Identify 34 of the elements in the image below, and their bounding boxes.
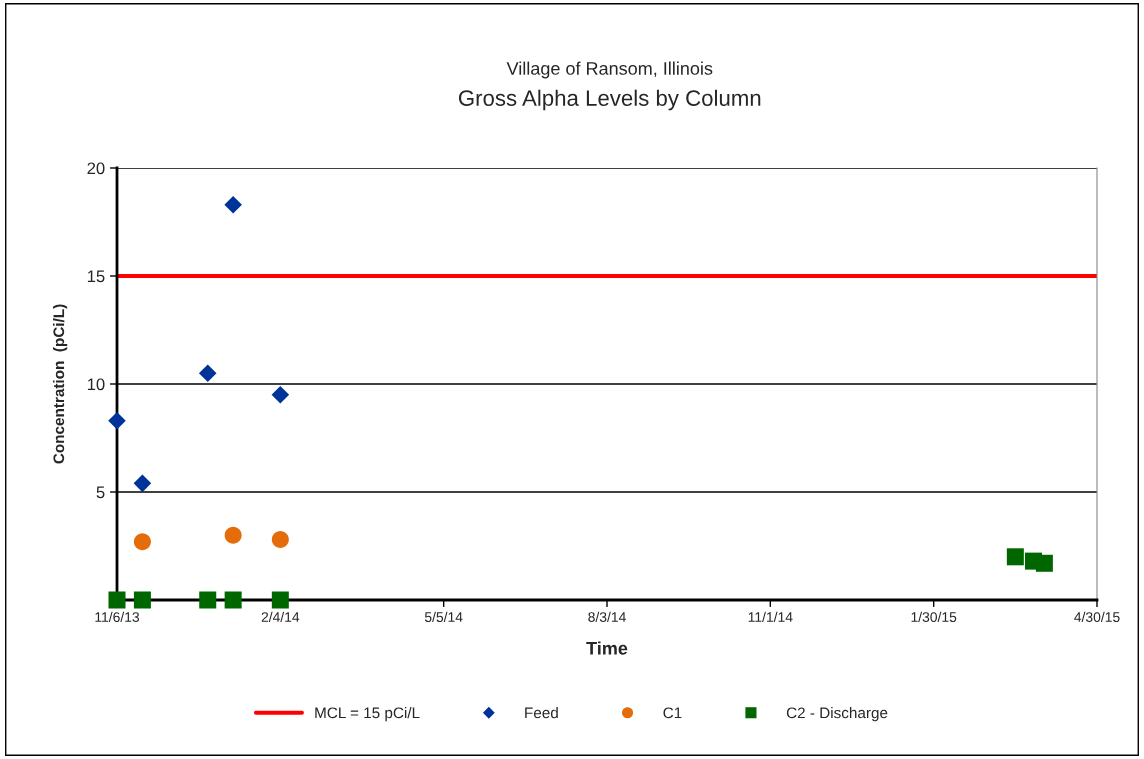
x-tick-label: 4/30/15 bbox=[1074, 611, 1120, 623]
point bbox=[133, 474, 152, 493]
y-axis-title: Concentration (pCi/L) bbox=[52, 304, 68, 464]
legend-label: Feed bbox=[525, 707, 558, 719]
x-tick-label: 11/6/13 bbox=[95, 611, 140, 623]
point bbox=[133, 591, 151, 609]
legend-label: C2 - Discharge bbox=[786, 707, 888, 722]
x-tick-label: 1/30/15 bbox=[911, 611, 957, 623]
point bbox=[133, 533, 151, 551]
y-tick-label: 20 bbox=[87, 162, 105, 175]
point bbox=[1035, 554, 1053, 572]
x-tick-label: 8/3/14 bbox=[588, 611, 626, 623]
point bbox=[224, 526, 242, 544]
point bbox=[199, 591, 217, 609]
point bbox=[224, 591, 242, 609]
point bbox=[224, 195, 242, 214]
y-tick-label: 5 bbox=[96, 486, 105, 499]
legend-label: MCL = 15 pCi/L bbox=[315, 707, 420, 722]
point bbox=[108, 591, 126, 609]
point bbox=[271, 591, 289, 609]
x-tick-label: 11/1/14 bbox=[748, 611, 793, 623]
x-axis-title: Time bbox=[586, 641, 628, 655]
chart-subtitle: Gross Alpha Levels by Column bbox=[458, 89, 761, 111]
x-tick-label: 5/5/14 bbox=[424, 611, 463, 623]
point bbox=[1006, 548, 1024, 566]
point bbox=[198, 364, 217, 382]
legend-label: C1 bbox=[663, 707, 682, 719]
y-tick-label: 10 bbox=[87, 378, 105, 391]
chart-title: Village of Ransom, Illinois bbox=[506, 61, 713, 79]
point bbox=[271, 386, 290, 404]
y-tick-label: 15 bbox=[87, 270, 105, 283]
x-tick-label: 2/4/14 bbox=[261, 611, 300, 623]
point bbox=[108, 411, 126, 430]
point bbox=[271, 531, 289, 549]
